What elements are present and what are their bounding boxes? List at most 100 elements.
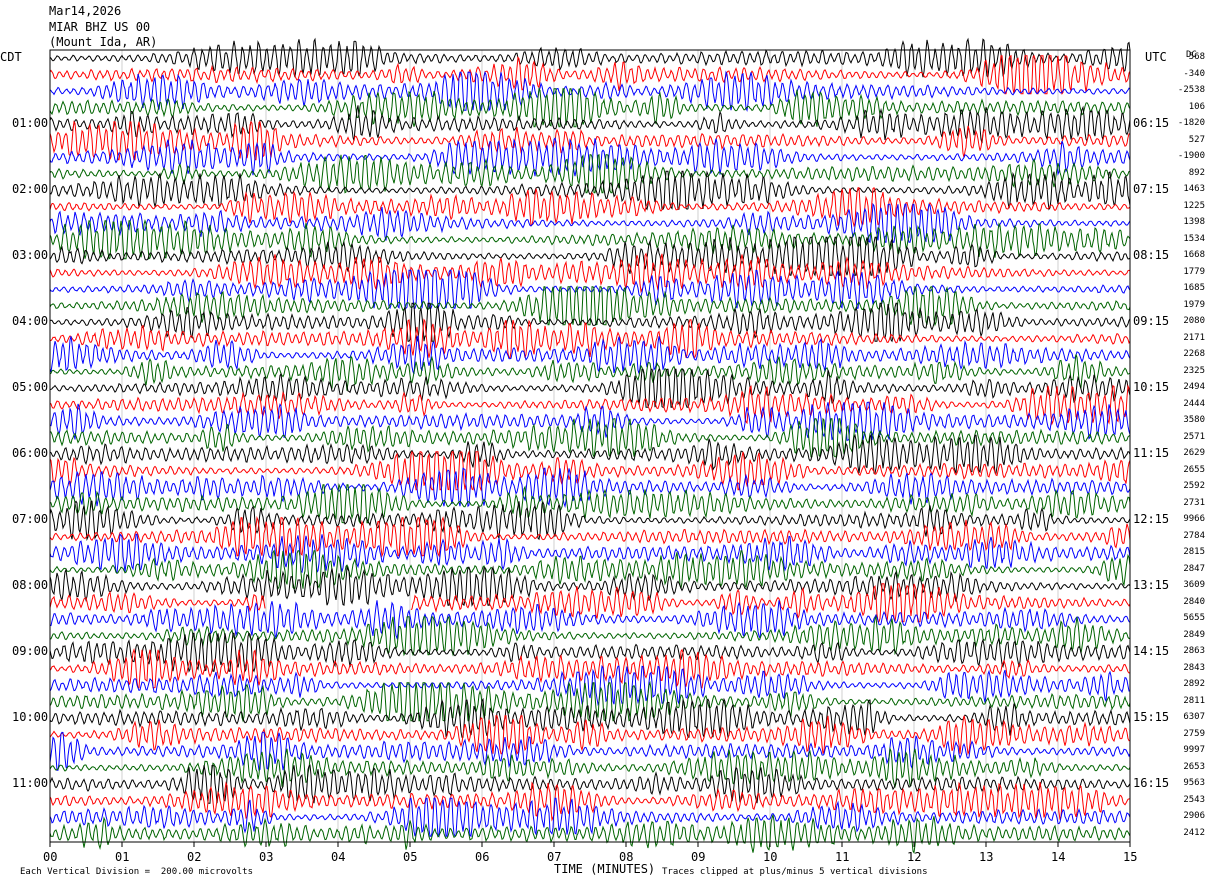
dc-offset-label: 2494 <box>1183 382 1205 393</box>
x-tick-label: 14 <box>1051 850 1066 864</box>
dc-offset-label: 2080 <box>1183 316 1205 327</box>
dc-offset-label: -2538 <box>1177 85 1205 96</box>
trace-line <box>49 252 1131 294</box>
trace-line <box>49 680 1131 723</box>
x-tick-label: 07 <box>547 850 562 864</box>
right-hour-label: 14:15 <box>1133 644 1170 659</box>
trace-line <box>49 500 1131 542</box>
right-hour-label: 13:15 <box>1133 578 1170 593</box>
dc-offset-label: 2784 <box>1183 530 1205 541</box>
left-hour-label: 07:00 <box>12 512 49 527</box>
scale-note: Each Vertical Division = 200.00 microvol… <box>20 867 253 877</box>
dc-offset-label: 2815 <box>1183 547 1205 558</box>
seismic-traces <box>49 37 1131 855</box>
dc-offset-label: 9966 <box>1183 514 1205 525</box>
dc-offset-label: 568 <box>1188 52 1205 63</box>
x-tick-label: 05 <box>403 850 418 864</box>
dc-offset-label: 1398 <box>1183 217 1205 228</box>
dc-offset-label: 2571 <box>1183 431 1205 442</box>
dc-offset-label: 1463 <box>1183 184 1205 195</box>
dc-offset-label: 527 <box>1188 134 1205 145</box>
left-hour-label: 03:00 <box>12 248 49 263</box>
trace-line <box>49 384 1131 426</box>
trace-line <box>49 187 1131 228</box>
trace-line <box>49 797 1131 838</box>
x-tick-label: 06 <box>475 850 490 864</box>
left-hour-label: 06:00 <box>12 446 49 461</box>
trace-line <box>49 433 1131 474</box>
dc-offset-label: -340 <box>1183 68 1205 79</box>
x-axis-title: TIME (MINUTES) <box>554 862 656 876</box>
trace-line <box>49 401 1131 441</box>
dc-offset-label: 1225 <box>1183 200 1205 211</box>
right-hour-label: 06:15 <box>1133 116 1170 131</box>
dc-offset-label: 1534 <box>1183 233 1205 244</box>
trace-line <box>49 715 1131 756</box>
dc-column-label: DC <box>1186 50 1197 60</box>
trace-line <box>49 467 1131 509</box>
trace-line <box>49 565 1131 607</box>
right-hour-label: 09:15 <box>1133 314 1170 329</box>
dc-offset-label: 2863 <box>1183 646 1205 657</box>
left-hour-label: 09:00 <box>12 644 49 659</box>
dc-offset-label: 2906 <box>1183 811 1205 822</box>
dc-offset-label: -1900 <box>1177 151 1205 162</box>
trace-line <box>49 335 1131 375</box>
clip-note: Traces clipped at plus/minus 5 vertical … <box>662 867 928 877</box>
dc-offset-label: 2847 <box>1183 563 1205 574</box>
dc-offset-label: 2843 <box>1183 662 1205 673</box>
trace-line <box>49 600 1131 641</box>
dc-offset-label: 1668 <box>1183 250 1205 261</box>
x-tick-label: 03 <box>259 850 274 864</box>
trace-line <box>49 417 1131 459</box>
dc-offset-label: 2325 <box>1183 365 1205 376</box>
right-hour-label: 07:15 <box>1133 182 1170 197</box>
dc-offset-label: -1820 <box>1177 118 1205 129</box>
trace-line <box>49 37 1131 79</box>
x-tick-label: 12 <box>907 850 922 864</box>
trace-line <box>49 318 1131 359</box>
x-tick-label: 02 <box>187 850 202 864</box>
right-hour-label: 15:15 <box>1133 710 1170 725</box>
x-tick-label: 11 <box>835 850 850 864</box>
trace-line <box>49 814 1131 855</box>
trace-line <box>49 697 1131 739</box>
station-location: (Mount Ida, AR) <box>49 35 158 49</box>
dc-offset-label: 3580 <box>1183 415 1205 426</box>
trace-line <box>49 515 1131 558</box>
dc-offset-label: 2592 <box>1183 481 1205 492</box>
dc-offset-label: 2629 <box>1183 448 1205 459</box>
dc-offset-label: 1979 <box>1183 299 1205 310</box>
trace-line <box>49 170 1131 211</box>
left-hour-label: 05:00 <box>12 380 49 395</box>
left-hour-label: 01:00 <box>12 116 49 131</box>
dc-offset-label: 892 <box>1188 167 1205 178</box>
trace-line <box>49 105 1131 144</box>
trace-line <box>49 450 1131 492</box>
x-tick-label: 10 <box>763 850 778 864</box>
station-code: MIAR BHZ US 00 <box>49 20 151 34</box>
left-hour-label: 10:00 <box>12 710 49 725</box>
x-tick-label: 09 <box>691 850 706 864</box>
left-hour-label: 04:00 <box>12 314 49 329</box>
trace-line <box>49 202 1131 244</box>
dc-offset-label: 3609 <box>1183 580 1205 591</box>
right-hour-label: 10:15 <box>1133 380 1170 395</box>
dc-offset-label: 2840 <box>1183 596 1205 607</box>
trace-line <box>49 632 1131 673</box>
x-tick-label: 04 <box>331 850 346 864</box>
dc-offset-label: 5655 <box>1183 613 1205 624</box>
trace-line <box>49 781 1130 822</box>
dc-offset-label: 2849 <box>1183 629 1205 640</box>
trace-line <box>49 54 1131 95</box>
x-tick-label: 08 <box>619 850 634 864</box>
dc-offset-label: 2811 <box>1183 695 1205 706</box>
trace-line <box>49 70 1131 112</box>
trace-line <box>49 533 1131 574</box>
trace-line <box>49 154 1131 194</box>
trace-line <box>49 615 1131 657</box>
dc-offset-label: 2759 <box>1183 728 1205 739</box>
left-hour-label: 08:00 <box>12 578 49 593</box>
dc-offset-label: 9997 <box>1183 745 1205 756</box>
